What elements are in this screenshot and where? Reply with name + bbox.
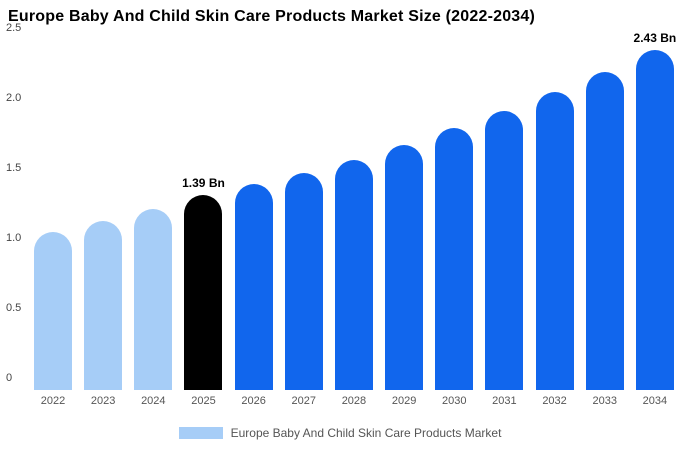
x-tick-label: 2031 — [492, 395, 517, 407]
y-tick-label: 1.5 — [6, 162, 22, 174]
bar-2027 — [284, 173, 323, 390]
bar-2024 — [134, 209, 173, 390]
y-axis: 0 0.5 1.0 1.5 2.0 2.5 — [6, 22, 30, 390]
x-tick-label: 2022 — [40, 395, 66, 407]
plot-area: 0 0.5 1.0 1.5 2.0 2.5 1.39 Bn 2.43 Bn — [0, 22, 680, 390]
bar-value-label: 1.39 Bn — [182, 176, 225, 191]
x-tick-label: 2027 — [291, 395, 317, 407]
bar-2032 — [535, 91, 574, 390]
x-tick-label: 2034 — [642, 395, 668, 407]
x-tick-label: 2023 — [90, 395, 116, 407]
y-tick-label: 1.0 — [6, 232, 22, 244]
x-tick-label: 2028 — [341, 395, 367, 407]
y-tick-label: 0 — [6, 372, 13, 384]
bar-2026 — [234, 184, 273, 390]
y-tick-label: 2.5 — [6, 22, 22, 34]
x-tick-label: 2030 — [442, 395, 467, 407]
bar-2023 — [84, 220, 123, 390]
bar-2030 — [435, 128, 474, 390]
bar-2029 — [385, 145, 424, 390]
bar-2022 — [34, 231, 72, 390]
bar-value-label: 2.43 Bn — [633, 30, 677, 45]
x-tick-label: 2032 — [542, 395, 567, 407]
x-tick-label: 2025 — [191, 395, 216, 407]
x-tick-label: 2024 — [141, 395, 166, 407]
y-tick-label: 0.5 — [6, 302, 22, 314]
x-tick-label: 2033 — [592, 395, 617, 407]
x-tick-label: 2029 — [391, 395, 417, 407]
bar-2033 — [585, 72, 624, 390]
legend-label: Europe Baby And Child Skin Care Products… — [230, 426, 502, 440]
bars-row: 1.39 Bn 2.43 Bn — [34, 31, 676, 390]
bar-2028 — [334, 160, 373, 390]
legend-swatch — [178, 427, 223, 439]
chart-title: Europe Baby And Child Skin Care Products… — [8, 8, 536, 25]
bar-2025: 1.39 Bn — [182, 176, 225, 390]
bar-2034: 2.43 Bn — [634, 31, 676, 390]
y-tick-label: 2.0 — [6, 92, 22, 104]
x-axis: 2022 2023 2024 2025 2026 2027 2028 2029 2030 2031… — [34, 395, 674, 407]
x-tick-label: 2026 — [241, 395, 266, 407]
bar-2031 — [485, 111, 524, 390]
legend: Europe Baby And Child Skin Care Products… — [0, 426, 680, 440]
